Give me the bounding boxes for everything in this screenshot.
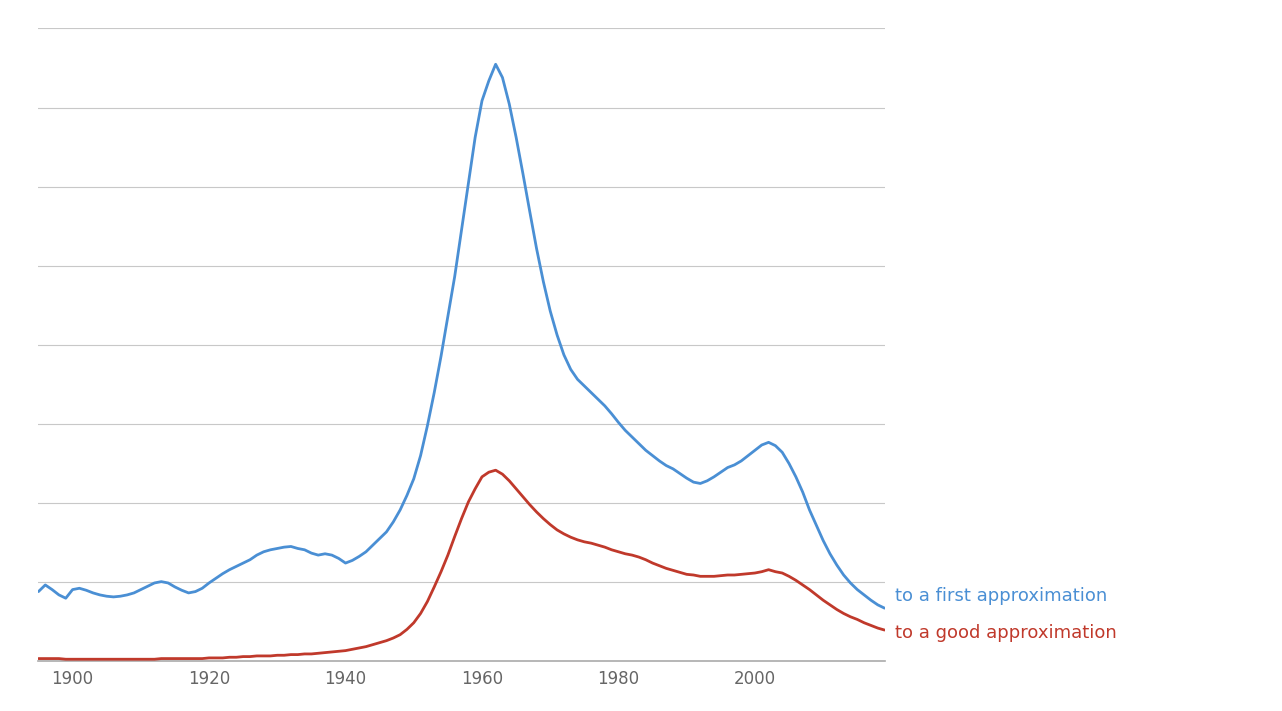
Text: to a first approximation: to a first approximation	[895, 587, 1108, 605]
Text: to a good approximation: to a good approximation	[895, 624, 1117, 642]
